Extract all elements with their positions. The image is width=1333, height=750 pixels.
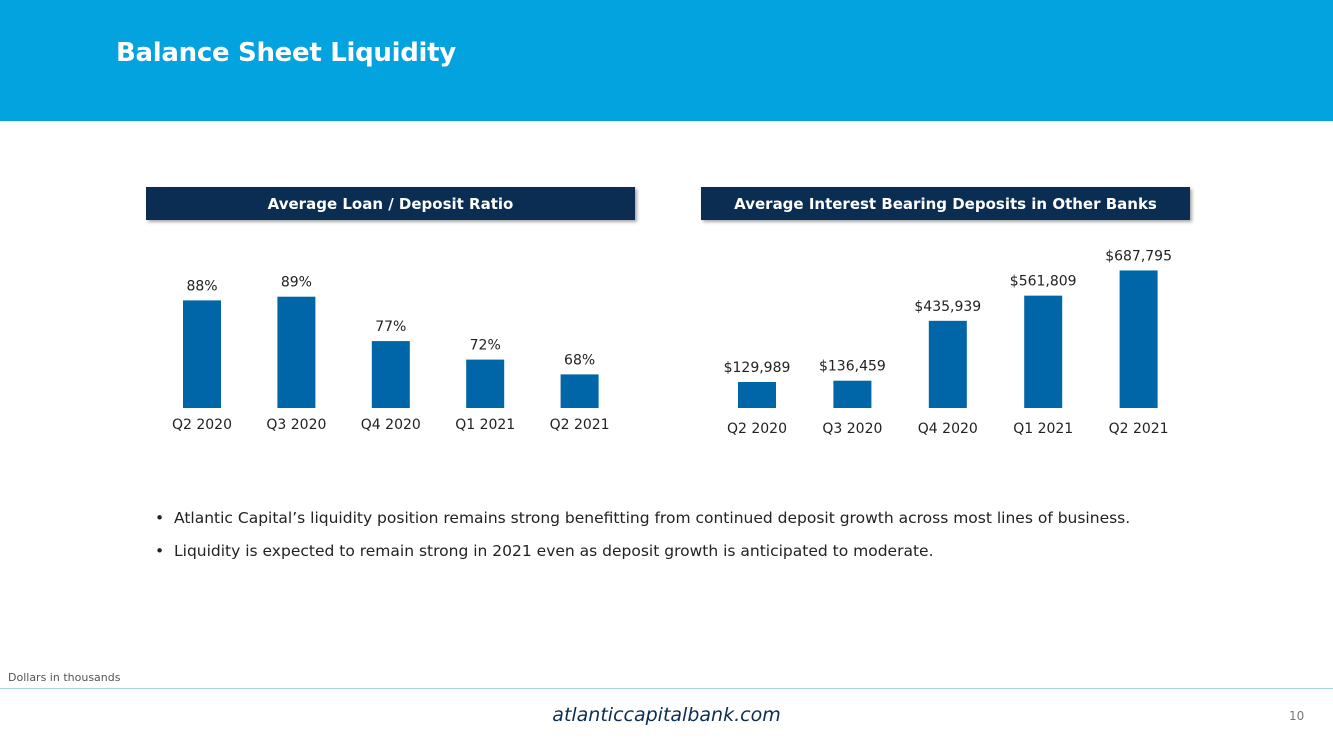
bar-q1-2021 (1024, 295, 1063, 408)
header-banner: Balance Sheet Liquidity (0, 0, 1333, 121)
category-label: Q3 2020 (266, 417, 326, 433)
data-label: 89% (281, 275, 312, 291)
commentary-bullets: Atlantic Capital’s liquidity position re… (155, 507, 1130, 573)
data-label: 77% (375, 319, 406, 335)
page-number: 10 (1289, 709, 1305, 723)
category-label: Q2 2020 (727, 421, 787, 437)
deposits-other-banks-chart-title: Average Interest Bearing Deposits in Oth… (701, 187, 1190, 220)
bar-q2-2020 (183, 300, 221, 408)
bar-q4-2020 (371, 341, 410, 408)
page-title: Balance Sheet Liquidity (116, 38, 456, 68)
bullet-item: Liquidity is expected to remain strong i… (155, 540, 1130, 573)
data-label: 88% (186, 278, 217, 294)
loan-deposit-chart-title: Average Loan / Deposit Ratio (146, 187, 635, 220)
bullet-item: Atlantic Capital’s liquidity position re… (155, 507, 1130, 540)
category-label: Q2 2021 (1109, 421, 1169, 437)
data-label: $435,939 (914, 299, 981, 315)
data-label: $561,809 (1010, 274, 1077, 290)
bar-q2-2020 (738, 382, 776, 408)
bar-q2-2021 (560, 374, 599, 408)
bar-q3-2020 (833, 380, 872, 408)
bar-q1-2021 (466, 359, 505, 408)
category-label: Q2 2021 (550, 417, 610, 433)
category-label: Q1 2021 (455, 417, 515, 433)
data-label: $687,795 (1105, 248, 1172, 264)
footnote: Dollars in thousands (8, 671, 121, 684)
category-label: Q4 2020 (361, 417, 421, 433)
data-label: $136,459 (819, 359, 886, 375)
data-label: $129,989 (724, 360, 791, 376)
category-label: Q4 2020 (918, 421, 978, 437)
footer-divider (0, 688, 1333, 689)
category-label: Q2 2020 (172, 417, 232, 433)
website-link[interactable]: atlanticcapitalbank.com (552, 704, 781, 726)
bar-q3-2020 (277, 296, 316, 408)
data-label: 72% (470, 338, 501, 354)
category-label: Q1 2021 (1013, 421, 1073, 437)
bar-q2-2021 (1119, 270, 1158, 408)
bar-q4-2020 (928, 320, 967, 408)
category-label: Q3 2020 (822, 421, 882, 437)
data-label: 68% (564, 352, 595, 368)
